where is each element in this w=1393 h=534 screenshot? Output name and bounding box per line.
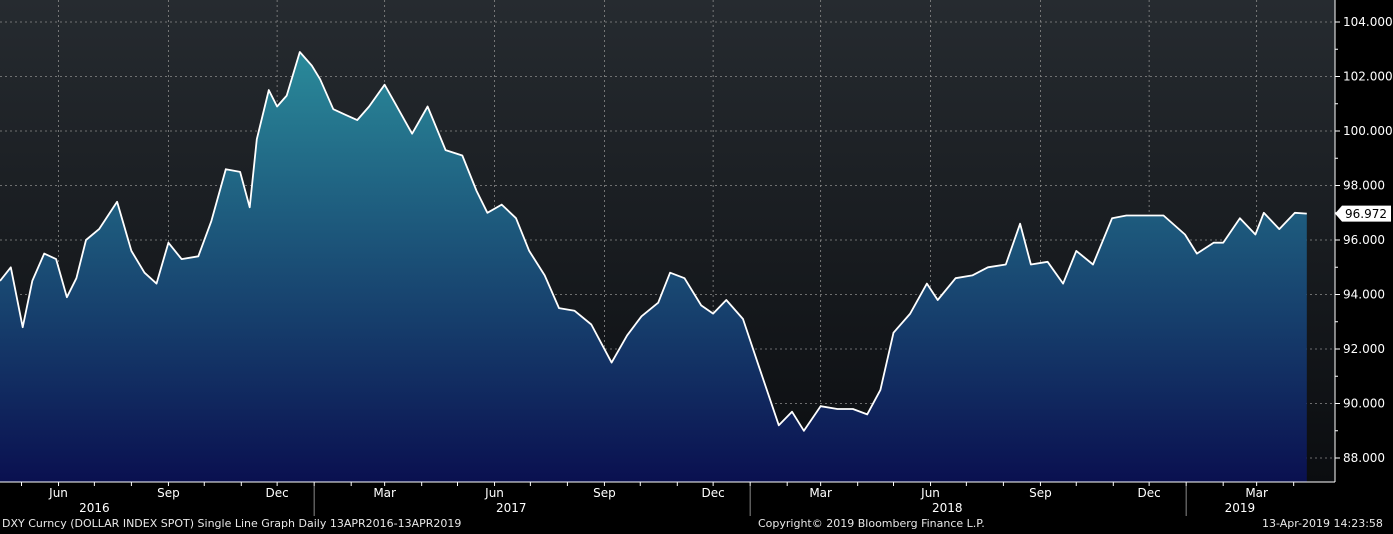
y-tick-label: 90.000 (1343, 397, 1385, 411)
x-month-label: Sep (1029, 486, 1052, 500)
y-tick-label: 102.000 (1343, 70, 1393, 84)
x-month-label: Jun (484, 486, 504, 500)
x-month-label: Mar (1245, 486, 1268, 500)
x-month-label: Mar (809, 486, 832, 500)
footer-timestamp: 13-Apr-2019 14:23:58 (1262, 517, 1383, 530)
x-month-label: Jun (48, 486, 68, 500)
y-tick-label: 104.000 (1343, 15, 1393, 29)
y-tick-label: 92.000 (1343, 342, 1385, 356)
y-axis: 104.000 102.000 100.000 98.000 96.000 94.000 9… (1334, 0, 1393, 482)
x-year-label: 2017 (496, 501, 527, 515)
x-year-label: 2019 (1225, 501, 1256, 515)
x-month-label: Jun (920, 486, 940, 500)
y-tick-label: 100.000 (1343, 124, 1393, 138)
x-month-label: Dec (1138, 486, 1161, 500)
x-month-label: Mar (373, 486, 396, 500)
last-value-badge (1335, 205, 1391, 222)
footer-copyright: Copyright© 2019 Bloomberg Finance L.P. (758, 517, 985, 530)
x-month-label: Dec (266, 486, 289, 500)
series-area (0, 52, 1307, 482)
y-tick-label: 98.000 (1343, 179, 1385, 193)
y-tick-label: 94.000 (1343, 288, 1385, 302)
x-year-label: 2016 (79, 501, 110, 515)
x-month-label: Sep (157, 486, 180, 500)
x-month-label: Sep (593, 486, 616, 500)
x-axis: Jun Sep Dec Mar Jun Sep Dec Mar Jun Sep Dec Mar 2016… (0, 481, 1335, 516)
x-year-label: 2018 (932, 501, 963, 515)
last-value-marker: 96.972 (1335, 205, 1391, 222)
x-month-label: Dec (702, 486, 725, 500)
y-tick-label: 96.000 (1343, 233, 1385, 247)
last-value-label: 96.972 (1345, 207, 1387, 221)
y-tick-label: 88.000 (1343, 451, 1385, 465)
footer-left: DXY Curncy (DOLLAR INDEX SPOT) Single Li… (2, 517, 462, 530)
series-line (0, 51, 1307, 432)
